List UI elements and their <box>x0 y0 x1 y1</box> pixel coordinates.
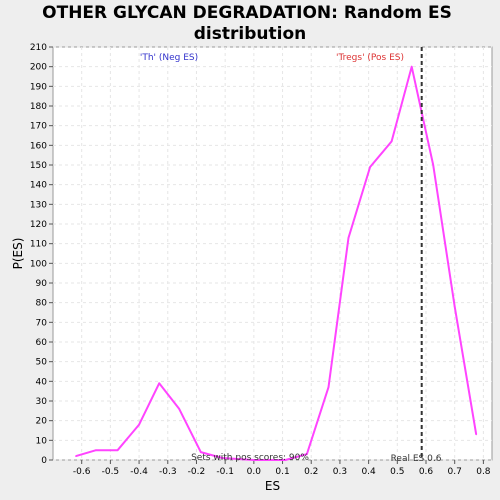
data-point <box>390 140 393 143</box>
x-tick-label: -0.6 <box>73 467 91 477</box>
y-tick-label: 100 <box>30 259 47 269</box>
x-tick-label: 0.2 <box>304 467 318 477</box>
data-point <box>116 449 119 451</box>
pos-es-label: 'Tregs' (Pos ES) <box>336 53 404 63</box>
y-tick-label: 140 <box>30 181 47 191</box>
y-tick-label: 10 <box>36 436 48 446</box>
y-tick-label: 210 <box>30 43 47 53</box>
data-point <box>221 457 224 459</box>
data-point <box>178 408 181 410</box>
data-point <box>410 65 413 68</box>
x-tick-label: 0.4 <box>361 467 376 477</box>
y-tick-label: 200 <box>30 63 47 73</box>
axes: -0.6 -0.5 -0.4 -0.3 -0.2 -0.1 0.0 0.1 0.2 0.3 0.4 0… <box>30 43 491 477</box>
data-point <box>75 455 77 457</box>
y-tick-label: 190 <box>30 82 47 92</box>
y-tick-label: 150 <box>30 161 47 171</box>
y-tick-label: 180 <box>30 102 47 112</box>
data-point <box>475 433 478 436</box>
y-tick-label: 50 <box>36 358 48 368</box>
y-tick-label: 110 <box>30 240 47 250</box>
x-tick-label: 0.0 <box>247 467 262 477</box>
real-es-annotation: Real ES 0.6 <box>391 454 442 464</box>
data-point <box>95 449 97 451</box>
series-layer <box>75 65 478 461</box>
y-axis-label: P(ES) <box>11 238 25 270</box>
x-tick-label: 0.6 <box>419 467 434 477</box>
data-point <box>306 453 308 455</box>
y-tick-label: 40 <box>36 377 48 387</box>
x-tick-label: 0.5 <box>390 467 404 477</box>
data-point <box>253 459 255 461</box>
y-tick-label: 20 <box>36 417 48 427</box>
x-tick-label: -0.4 <box>130 467 148 477</box>
y-tick-label: 130 <box>30 200 47 210</box>
chart-title-line-1: OTHER GLYCAN DEGRADATION: Random ES <box>42 3 452 23</box>
data-point <box>432 164 434 166</box>
data-point <box>199 451 202 453</box>
data-point <box>453 305 456 308</box>
x-tick-label: -0.5 <box>102 467 120 477</box>
chart-title-line-2: distribution <box>194 24 306 44</box>
data-point <box>369 166 371 168</box>
y-tick-label: 90 <box>36 279 48 289</box>
data-point <box>327 386 330 389</box>
x-tick-label: 0.7 <box>448 467 462 477</box>
y-tick-label: 30 <box>36 397 48 407</box>
y-tick-label: 60 <box>36 338 48 348</box>
neg-es-label: 'Th' (Neg ES) <box>140 53 198 63</box>
x-axis-label: ES <box>265 479 280 493</box>
y-tick-label: 170 <box>30 122 47 132</box>
x-tick-label: 0.8 <box>476 467 491 477</box>
data-point <box>284 459 287 461</box>
y-tick-label: 80 <box>36 299 48 309</box>
data-point <box>138 423 140 426</box>
pos-scores-annotation: Sets with pos scores: 90% <box>191 453 309 463</box>
x-tick-label: 0.3 <box>333 467 347 477</box>
data-point <box>347 236 350 239</box>
y-tick-label: 160 <box>30 141 47 151</box>
data-point <box>158 382 160 385</box>
y-tick-label: 0 <box>41 456 47 466</box>
y-tick-label: 120 <box>30 220 47 230</box>
x-tick-label: 0.1 <box>275 467 289 477</box>
plot-area <box>52 46 493 461</box>
x-tick-label: -0.1 <box>216 467 234 477</box>
x-tick-label: -0.2 <box>188 467 206 477</box>
y-tick-label: 70 <box>36 318 48 328</box>
x-tick-label: -0.3 <box>159 467 177 477</box>
